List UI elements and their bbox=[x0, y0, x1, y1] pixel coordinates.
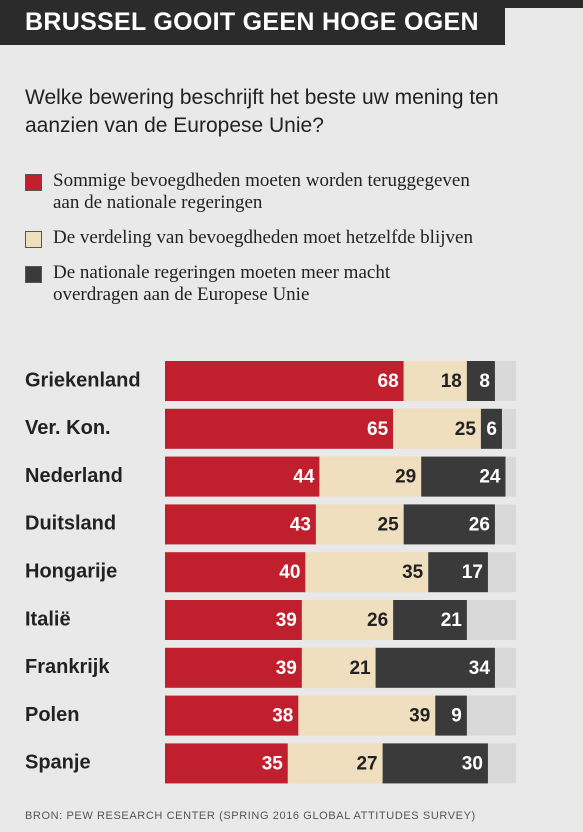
bar-segment bbox=[305, 552, 429, 593]
category-label: Nederland bbox=[25, 465, 123, 487]
value-label: 25 bbox=[378, 514, 400, 535]
value-label: 39 bbox=[276, 658, 297, 679]
value-label: 43 bbox=[290, 514, 311, 535]
bar-segment bbox=[421, 456, 506, 497]
value-label: 30 bbox=[462, 753, 483, 774]
chart-subtitle: Welke bewering beschrijft het beste uw m… bbox=[25, 86, 499, 137]
category-label: Frankrijk bbox=[25, 656, 110, 678]
value-label: 38 bbox=[272, 706, 293, 727]
bar-segment bbox=[165, 504, 316, 545]
bar-segment bbox=[428, 552, 488, 593]
legend: Sommige bevoegdheden moeten worden terug… bbox=[25, 170, 473, 319]
bar-segment bbox=[165, 552, 306, 593]
value-label: 39 bbox=[276, 610, 297, 631]
value-label: 9 bbox=[451, 706, 462, 727]
bar-segment bbox=[480, 408, 502, 449]
category-label: Spanje bbox=[25, 752, 91, 774]
value-label: 44 bbox=[293, 467, 315, 488]
legend-swatch bbox=[25, 174, 42, 191]
chart-title: BRUSSEL GOOIT GEEN HOGE OGEN bbox=[0, 0, 505, 45]
value-label: 26 bbox=[367, 610, 388, 631]
bar-segment bbox=[301, 600, 394, 640]
bar-segment bbox=[319, 456, 422, 497]
value-label: 21 bbox=[349, 658, 371, 679]
bar-segment bbox=[382, 743, 488, 784]
source: BRON: PEW RESEARCH CENTER (SPRING 2016 G… bbox=[25, 810, 476, 822]
bar-segment bbox=[375, 647, 495, 688]
legend-label: Sommige bevoegdheden moeten worden terug… bbox=[53, 170, 470, 213]
value-label: 65 bbox=[367, 419, 389, 440]
value-label: 17 bbox=[462, 562, 483, 583]
value-label: 6 bbox=[486, 419, 497, 440]
bar-segment bbox=[393, 408, 481, 449]
legend-label: De verdeling van bevoegdheden moet hetze… bbox=[53, 227, 473, 248]
value-label: 34 bbox=[469, 658, 491, 679]
bar-segment bbox=[165, 408, 394, 449]
bar-segment bbox=[403, 361, 467, 401]
bar-segment bbox=[165, 743, 288, 784]
legend-swatch bbox=[25, 231, 42, 248]
value-label: 21 bbox=[441, 610, 463, 631]
bar-segment bbox=[298, 695, 436, 736]
value-label: 25 bbox=[455, 419, 477, 440]
bar-segment bbox=[301, 647, 376, 688]
bar-segment bbox=[165, 695, 299, 736]
bar-segment bbox=[165, 647, 302, 688]
legend-item: De verdeling van bevoegdheden moet hetze… bbox=[25, 227, 473, 249]
bar-segment bbox=[165, 600, 302, 640]
value-label: 68 bbox=[378, 371, 399, 392]
bar-segment bbox=[393, 600, 467, 640]
value-label: 40 bbox=[279, 562, 300, 583]
bar-segment bbox=[165, 456, 320, 497]
legend-item: De nationale regeringen moeten meer mach… bbox=[25, 262, 473, 306]
bar-segment bbox=[287, 743, 383, 784]
bar-segment bbox=[165, 361, 404, 401]
value-label: 35 bbox=[402, 562, 424, 583]
legend-swatch bbox=[25, 266, 42, 283]
category-label: Polen bbox=[25, 704, 79, 726]
category-label: Italië bbox=[25, 608, 71, 630]
legend-label: De nationale regeringen moeten meer mach… bbox=[53, 262, 391, 305]
category-label: Hongarije bbox=[25, 560, 117, 582]
value-label: 8 bbox=[479, 371, 490, 392]
category-label: Griekenland bbox=[25, 369, 141, 391]
value-label: 35 bbox=[262, 753, 284, 774]
category-label: Ver. Kon. bbox=[25, 417, 111, 439]
value-label: 26 bbox=[469, 514, 490, 535]
category-label: Duitsland bbox=[25, 513, 116, 535]
value-label: 24 bbox=[479, 467, 501, 488]
value-label: 29 bbox=[395, 467, 416, 488]
bar-segment bbox=[466, 361, 495, 401]
bar-segment bbox=[403, 504, 495, 545]
chart: Griekenland 68 18 8 Ver. Kon. 65 25 6 Nederland 4… bbox=[25, 361, 516, 784]
bar-segment bbox=[435, 695, 467, 736]
value-label: 27 bbox=[356, 753, 377, 774]
value-label: 39 bbox=[409, 706, 430, 727]
value-label: 18 bbox=[441, 371, 462, 392]
bar-segment bbox=[315, 504, 404, 545]
legend-item: Sommige bevoegdheden moeten worden terug… bbox=[25, 170, 473, 214]
